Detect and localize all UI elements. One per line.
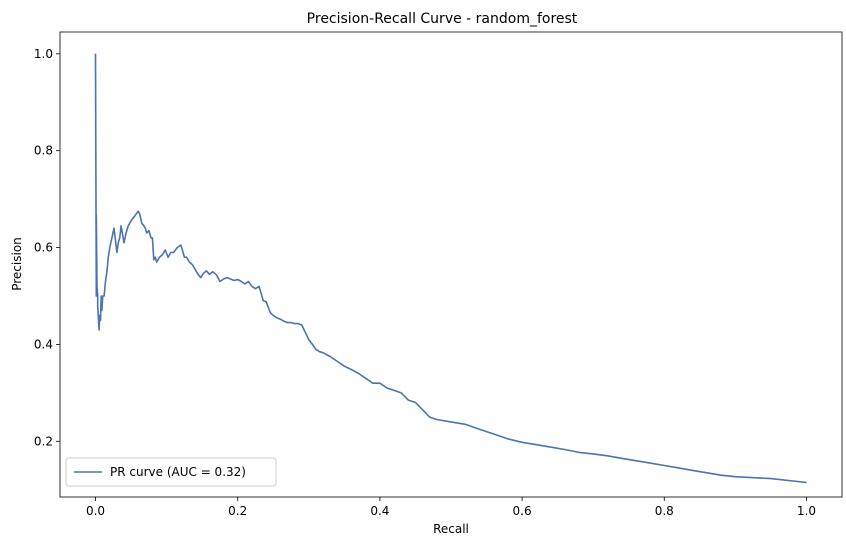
pr-curve-line: [94, 53, 807, 484]
y-tick-label: 1.0: [34, 47, 53, 61]
x-tick-label: 0.0: [86, 504, 105, 518]
x-tick-label: 0.8: [655, 504, 674, 518]
y-tick-label: 0.8: [34, 144, 53, 158]
chart-title: Precision-Recall Curve - random_forest: [307, 11, 578, 27]
x-tick-label: 0.4: [370, 504, 389, 518]
plot-area: [60, 32, 842, 497]
y-axis-label: Precision: [10, 237, 24, 291]
x-tick-label: 1.0: [797, 504, 816, 518]
tick-layer: 0.0 0.2 0.4 0.6 0.8 1.0 0.2 0.4 0.6 0.8 1.0: [34, 47, 816, 518]
x-tick-label: 0.2: [228, 504, 247, 518]
y-tick-label: 0.6: [34, 241, 53, 255]
legend-label: PR curve (AUC = 0.32): [110, 465, 246, 479]
y-tick-label: 0.2: [34, 434, 53, 448]
x-tick-label: 0.6: [513, 504, 532, 518]
legend-box: [65, 457, 277, 487]
plot-frame: [59, 31, 843, 498]
legend: PR curve (AUC = 0.32): [65, 457, 277, 487]
x-axis-label: Recall: [433, 522, 469, 536]
y-tick-label: 0.4: [34, 337, 53, 351]
